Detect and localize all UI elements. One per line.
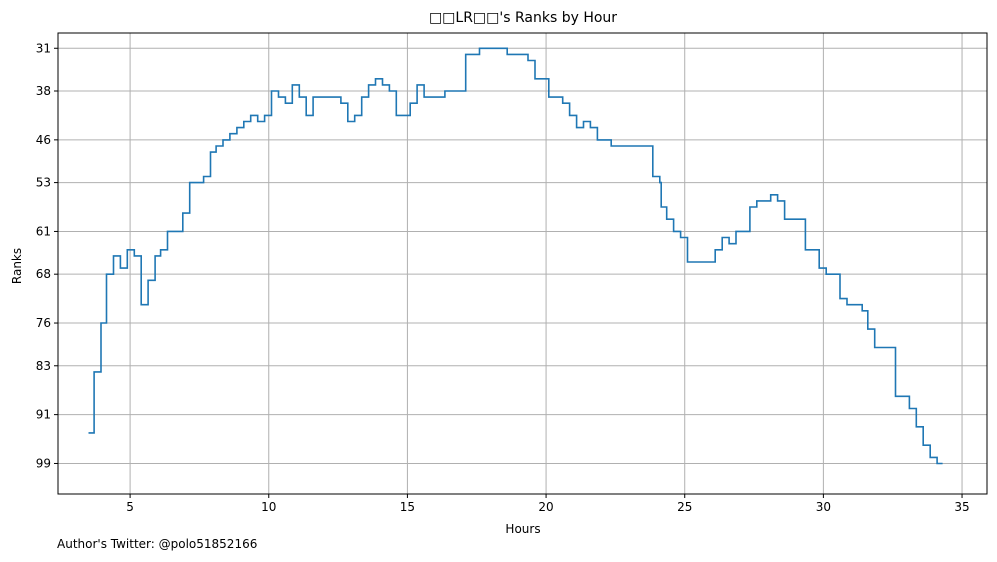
grid-lines <box>58 33 987 494</box>
series-layer <box>88 47 943 465</box>
y-tick-label: 76 <box>36 316 51 330</box>
x-tick-label: 5 <box>126 500 134 514</box>
x-tick-label: 20 <box>538 500 553 514</box>
x-tick-label: 10 <box>261 500 276 514</box>
y-tick-label: 99 <box>36 456 51 470</box>
y-axis-label: Ranks <box>10 248 24 284</box>
x-axis-label: Hours <box>505 522 540 536</box>
x-tick-label: 35 <box>954 500 969 514</box>
author-credit: Author's Twitter: @polo51852166 <box>57 537 258 551</box>
y-tick-label: 83 <box>36 359 51 373</box>
plot-frame <box>57 32 988 495</box>
x-tick-label: 25 <box>677 500 692 514</box>
x-axis: 5 10 15 20 25 30 35 <box>126 494 970 514</box>
y-tick-label: 91 <box>36 408 51 422</box>
chart-title: □□LR□□'s Ranks by Hour <box>429 10 617 26</box>
rank-step-line <box>88 47 943 465</box>
y-tick-label: 61 <box>36 224 51 238</box>
y-tick-label: 31 <box>36 41 51 55</box>
y-tick-label: 46 <box>36 133 51 147</box>
y-tick-label: 53 <box>36 176 51 190</box>
y-tick-label: 38 <box>36 84 51 98</box>
x-tick-label: 30 <box>816 500 831 514</box>
y-tick-label: 68 <box>36 267 51 281</box>
y-axis: 31 38 46 53 61 68 76 83 91 99 <box>36 41 58 470</box>
x-tick-label: 15 <box>400 500 415 514</box>
